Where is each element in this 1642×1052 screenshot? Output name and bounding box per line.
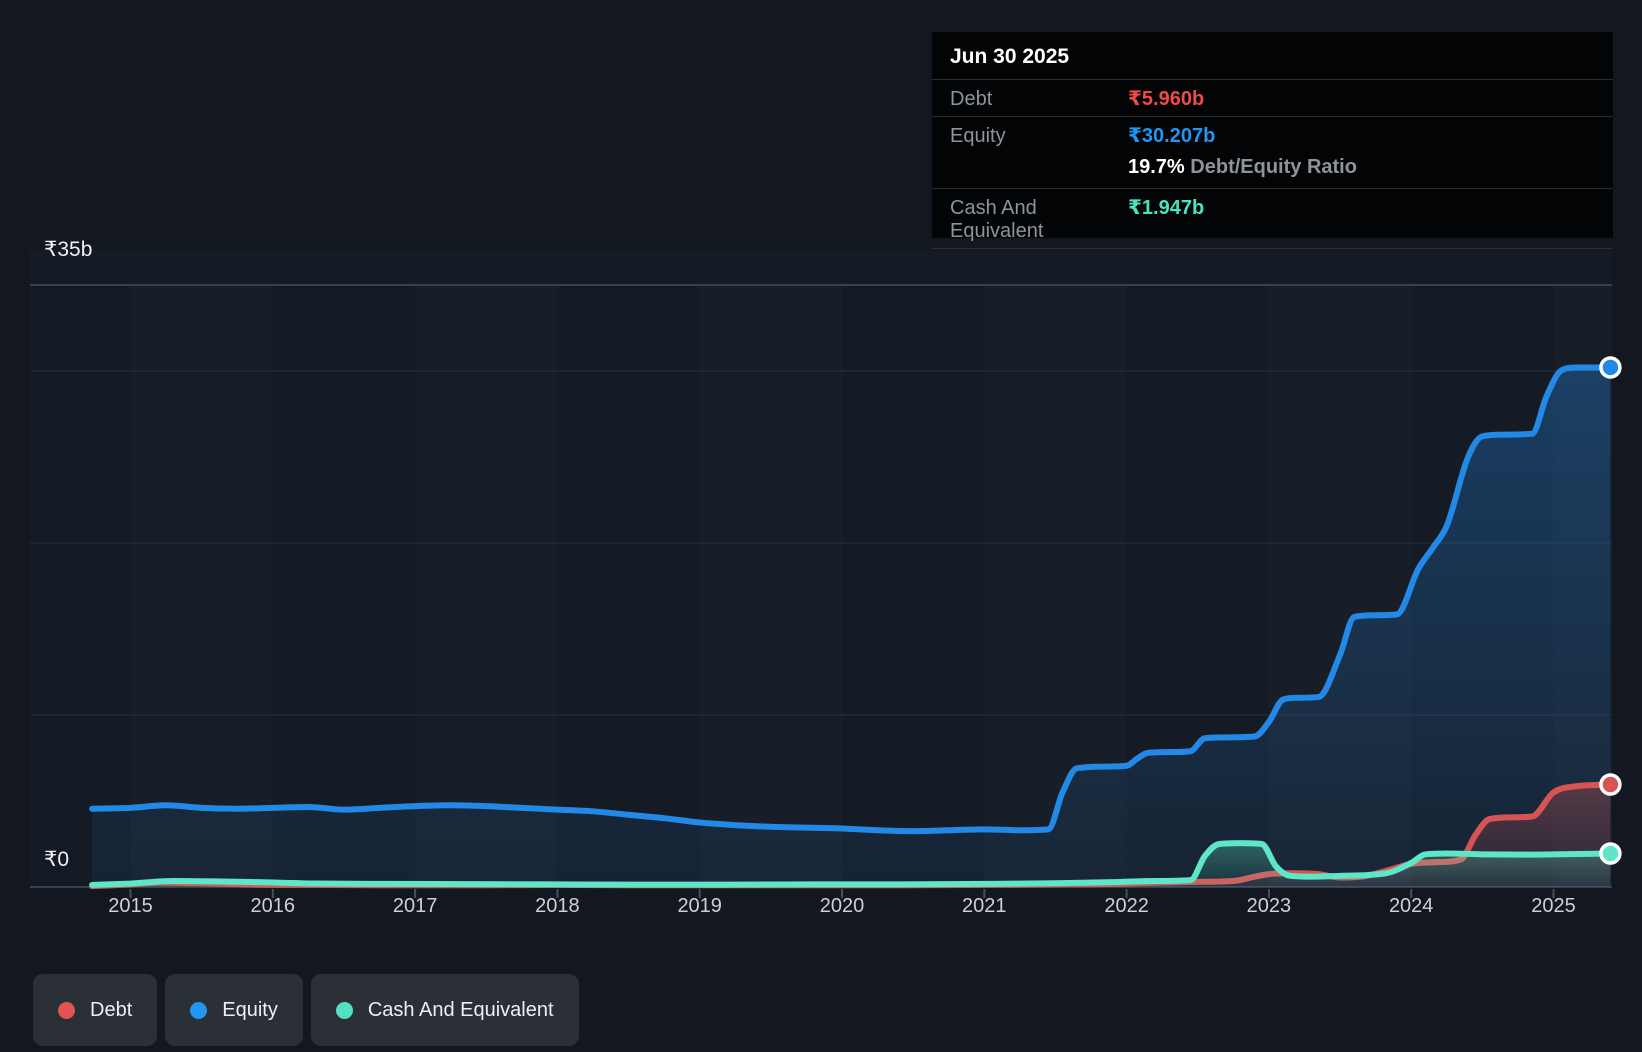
x-tick-label-2021: 2021 xyxy=(962,895,1007,917)
debt-end-marker xyxy=(1599,773,1622,796)
x-tick-label-2019: 2019 xyxy=(677,895,722,917)
equity-area xyxy=(92,367,1611,888)
chart-legend: Debt Equity Cash And Equivalent xyxy=(33,974,579,1046)
year-band xyxy=(131,285,273,887)
tooltip-row-equity: Equity ₹30.207b xyxy=(932,116,1613,153)
cash-series-dot-icon xyxy=(335,1001,353,1019)
legend-cash-label: Cash And Equivalent xyxy=(367,998,554,1021)
x-tick-label-2016: 2016 xyxy=(250,895,296,917)
x-tick-label-2025: 2025 xyxy=(1531,895,1576,917)
equity-series-dot-icon xyxy=(190,1001,208,1019)
x-axis-labels: 2015 2016 2017 2018 2019 2020 2021 2022 2023 2024… xyxy=(0,895,1642,923)
year-band xyxy=(700,285,842,887)
tooltip-debt-label: Debt xyxy=(950,88,993,110)
equity-line xyxy=(89,364,1614,835)
legend-equity-label: Equity xyxy=(222,998,278,1021)
tooltip-row-cash: Cash And Equivalent ₹1.947b xyxy=(932,188,1613,248)
tooltip-equity-value: ₹30.207b xyxy=(1128,125,1216,147)
y-axis-label-35b: ₹35b xyxy=(44,238,93,261)
debt-series-dot-icon xyxy=(58,1001,75,1019)
tooltip-footer xyxy=(932,248,1613,265)
tooltip-debt-equity-ratio: 19.7% Debt/Equity Ratio xyxy=(932,153,1613,188)
legend-item-debt[interactable]: Debt xyxy=(33,974,158,1046)
legend-item-equity[interactable]: Equity xyxy=(165,974,303,1046)
x-tick-label-2022: 2022 xyxy=(1104,895,1149,917)
x-tick-label-2018: 2018 xyxy=(535,895,580,917)
tooltip-debt-value: ₹5.960b xyxy=(1128,88,1205,110)
y-axis-label-0: ₹0 xyxy=(44,848,70,871)
tooltip-date: Jun 30 2025 xyxy=(950,45,1070,68)
cash-and-equivalent-line xyxy=(89,840,1614,888)
ratio-value: 19.7% xyxy=(1128,156,1185,178)
x-tick-label-2015: 2015 xyxy=(108,895,153,917)
year-band xyxy=(415,285,557,887)
chart-tooltip: Jun 30 2025 Debt ₹5.960b Equity ₹30.207b… xyxy=(932,32,1613,249)
tooltip-cash-value: ₹1.947b xyxy=(1128,197,1205,219)
legend-item-cash[interactable]: Cash And Equivalent xyxy=(310,974,579,1046)
x-tick-label-2023: 2023 xyxy=(1246,895,1292,917)
x-tick-label-2017: 2017 xyxy=(392,895,438,917)
tooltip-cash-label: Cash And Equivalent xyxy=(950,197,1044,242)
tooltip-row-debt: Debt ₹5.960b xyxy=(932,79,1613,116)
cash-and-equivalent-area xyxy=(92,843,1611,887)
equity-end-marker xyxy=(1599,356,1622,379)
x-tick-label-2020: 2020 xyxy=(819,895,865,917)
x-tick-label-2024: 2024 xyxy=(1388,895,1434,917)
cash-and-equivalent-end-marker xyxy=(1599,842,1622,865)
ratio-label: Debt/Equity Ratio xyxy=(1190,156,1357,178)
tooltip-equity-label: Equity xyxy=(950,125,1006,147)
legend-debt-label: Debt xyxy=(90,998,133,1021)
